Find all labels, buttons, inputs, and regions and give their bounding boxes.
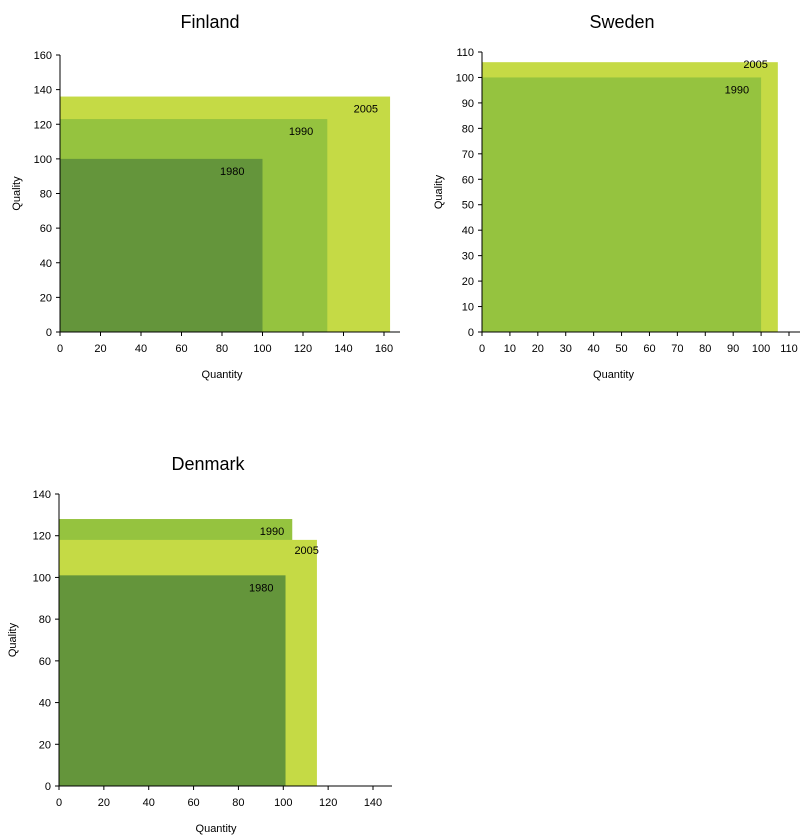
x-tick-label: 80 — [699, 343, 711, 355]
x-tick-label: 50 — [615, 343, 627, 355]
series-label-denmark-2005: 2005 — [294, 545, 318, 557]
series-label-sweden-2005: 2005 — [743, 59, 767, 71]
x-tick-label: 140 — [334, 343, 352, 355]
x-tick-label: 40 — [588, 343, 600, 355]
x-tick-label: 120 — [294, 343, 312, 355]
y-tick-label: 50 — [462, 200, 474, 212]
y-tick-label: 20 — [462, 276, 474, 288]
x-tick-label: 60 — [175, 343, 187, 355]
y-tick-label: 80 — [39, 614, 51, 626]
x-tick-label: 60 — [643, 343, 655, 355]
chart-denmark: 1990 2005 1980 0 20 40 60 80 100 120 140 0 20 40 60 80 1… — [7, 454, 392, 835]
x-tick-label: 100 — [752, 343, 770, 355]
y-tick-label: 20 — [40, 292, 52, 304]
y-tick-label: 40 — [39, 698, 51, 710]
y-tick-label: 30 — [462, 251, 474, 263]
y-tick-label: 60 — [40, 223, 52, 235]
series-label-denmark-1980: 1980 — [249, 582, 273, 594]
y-tick-label: 40 — [462, 225, 474, 237]
y-tick-label: 160 — [34, 50, 52, 62]
series-label-finland-1990: 1990 — [289, 126, 313, 138]
x-tick-label: 80 — [232, 797, 244, 809]
series-label-finland-1980: 1980 — [220, 166, 244, 178]
y-tick-label: 80 — [40, 189, 52, 201]
x-tick-label: 100 — [274, 797, 292, 809]
y-tick-label: 80 — [462, 123, 474, 135]
y-tick-label: 60 — [39, 656, 51, 668]
x-tick-label: 10 — [504, 343, 516, 355]
x-tick-label: 20 — [94, 343, 106, 355]
y-tick-label: 100 — [456, 72, 474, 84]
chart-finland: 2005 1990 1980 0 20 40 60 80 100 120 140 160 0 20 40 60… — [11, 12, 400, 381]
y-tick-label: 90 — [462, 98, 474, 110]
y-tick-label: 120 — [34, 119, 52, 131]
x-tick-label: 20 — [532, 343, 544, 355]
x-tick-label: 100 — [253, 343, 271, 355]
chart-title: Finland — [180, 12, 239, 32]
x-tick-label: 40 — [143, 797, 155, 809]
x-tick-label: 120 — [319, 797, 337, 809]
y-tick-label: 0 — [45, 781, 51, 793]
series-label-denmark-1990: 1990 — [260, 526, 284, 538]
y-tick-label: 0 — [468, 327, 474, 339]
x-tick-label: 40 — [135, 343, 147, 355]
rect-finland-1980 — [60, 158, 263, 332]
y-axis-label: Quality — [11, 176, 23, 211]
x-tick-label: 160 — [375, 343, 393, 355]
y-tick-label: 20 — [39, 739, 51, 751]
chart-title: Denmark — [171, 454, 245, 474]
x-tick-label: 70 — [671, 343, 683, 355]
y-tick-label: 140 — [33, 489, 51, 501]
x-tick-label: 90 — [727, 343, 739, 355]
x-tick-label: 0 — [56, 797, 62, 809]
x-axis-label: Quantity — [593, 369, 634, 381]
x-tick-label: 80 — [216, 343, 228, 355]
series-label-sweden-1990: 1990 — [725, 84, 749, 96]
y-tick-label: 60 — [462, 174, 474, 186]
y-tick-label: 40 — [40, 258, 52, 270]
y-axis-label: Quality — [433, 174, 445, 209]
x-tick-label: 60 — [187, 797, 199, 809]
chart-sweden: 2005 1990 0 10 20 30 40 50 60 70 80 90 100 110 0 10 20 30… — [433, 12, 800, 381]
y-tick-label: 110 — [456, 47, 474, 59]
x-tick-label: 110 — [780, 343, 798, 355]
y-tick-label: 100 — [34, 154, 52, 166]
y-tick-label: 0 — [46, 327, 52, 339]
rect-sweden-1990 — [482, 77, 762, 332]
x-tick-label: 0 — [57, 343, 63, 355]
y-tick-label: 100 — [33, 572, 51, 584]
series-label-finland-2005: 2005 — [354, 104, 378, 116]
y-axis-label: Quality — [7, 622, 19, 657]
x-tick-label: 30 — [560, 343, 572, 355]
chart-title: Sweden — [589, 12, 654, 32]
x-axis-label: Quantity — [202, 369, 243, 381]
x-axis-label: Quantity — [196, 823, 237, 835]
y-tick-label: 140 — [34, 85, 52, 97]
y-tick-label: 120 — [33, 531, 51, 543]
rect-denmark-1980 — [59, 575, 286, 786]
y-tick-label: 10 — [462, 302, 474, 314]
x-tick-label: 0 — [479, 343, 485, 355]
x-tick-label: 140 — [364, 797, 382, 809]
y-tick-label: 70 — [462, 149, 474, 161]
x-tick-label: 20 — [98, 797, 110, 809]
